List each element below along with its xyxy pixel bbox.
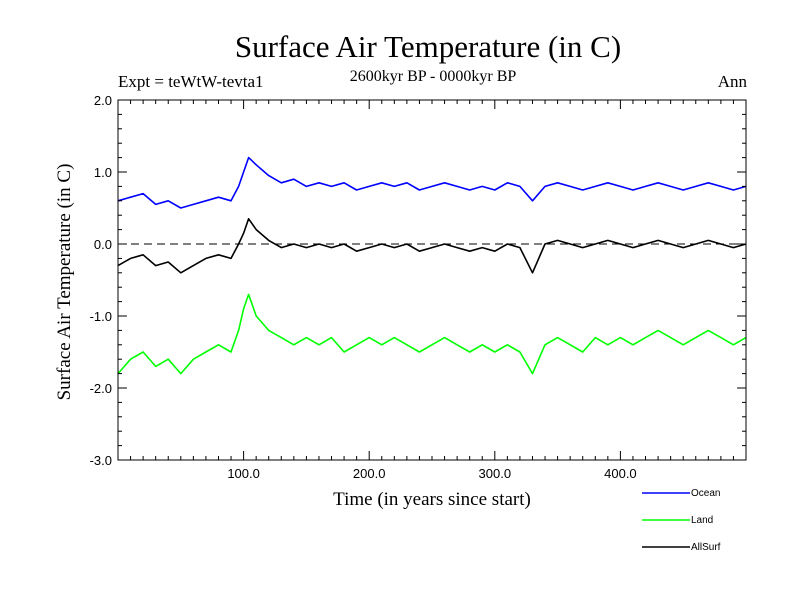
plot-frame	[117, 99, 747, 461]
y-tick-label: 2.0	[94, 93, 112, 108]
series-line-ocean	[117, 156, 747, 209]
experiment-label: Expt = teWtW-tevta1	[118, 72, 264, 91]
chart-title: Surface Air Temperature (in C)	[235, 29, 621, 64]
x-tick-label: 400.0	[604, 466, 637, 481]
x-tick-label: 300.0	[479, 466, 512, 481]
legend-label-land: Land	[691, 515, 713, 526]
y-axis-label: Surface Air Temperature (in C)	[54, 164, 75, 401]
x-axis-label: Time (in years since start)	[333, 489, 531, 510]
season-label: Ann	[718, 72, 748, 91]
period-label: 2600kyr BP - 0000kyr BP	[350, 68, 517, 85]
series-line-allsurf	[117, 218, 747, 274]
y-tick-label: 0.0	[94, 237, 112, 252]
y-tick-label: -2.0	[90, 381, 112, 396]
legend-label-ocean: Ocean	[691, 488, 720, 499]
y-tick-label: -3.0	[90, 453, 112, 468]
series-line-land	[117, 293, 747, 375]
x-tick-label: 200.0	[353, 466, 386, 481]
x-tick-label: 100.0	[227, 466, 260, 481]
legend-label-allsurf: AllSurf	[691, 542, 721, 553]
y-tick-label: 1.0	[94, 165, 112, 180]
y-tick-label: -1.0	[90, 309, 112, 324]
